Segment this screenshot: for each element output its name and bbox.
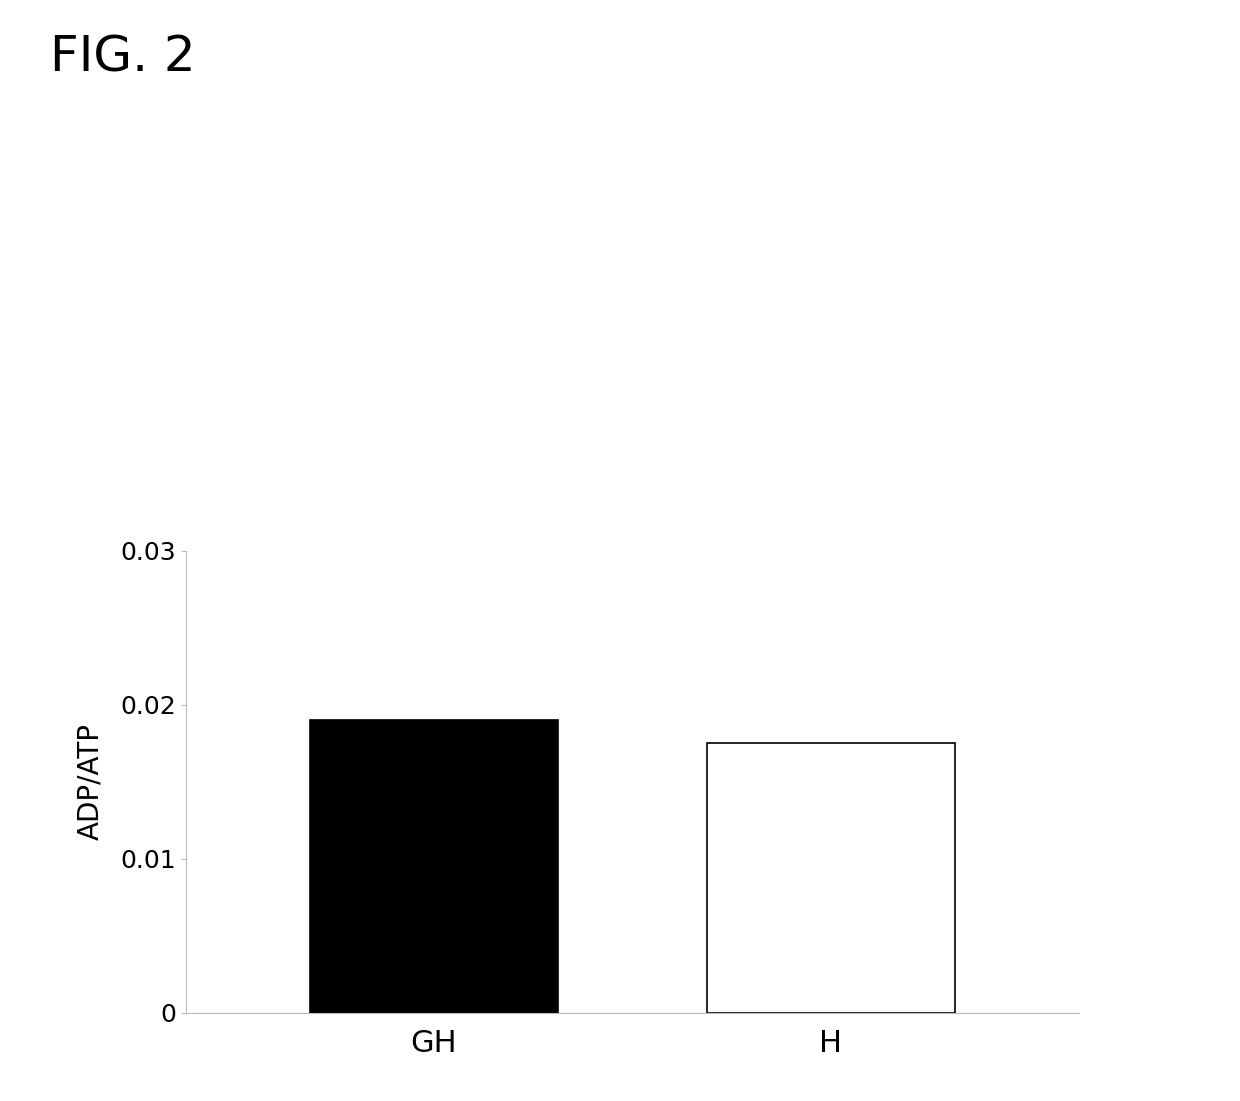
Bar (310, 720, 558, 1013)
Y-axis label: ADP/ATP: ADP/ATP (76, 723, 104, 840)
Text: FIG. 2: FIG. 2 (50, 33, 195, 81)
Bar (707, 743, 955, 1013)
